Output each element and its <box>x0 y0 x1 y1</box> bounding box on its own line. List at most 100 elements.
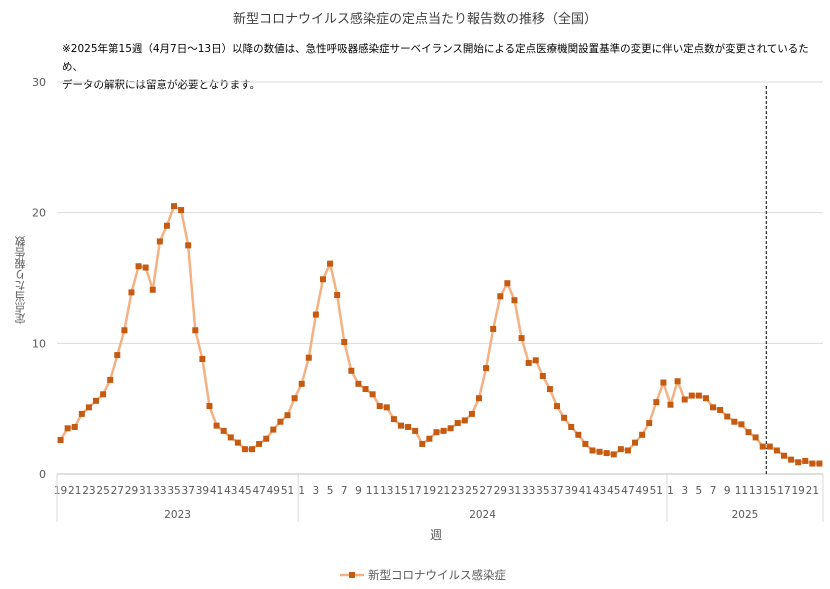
data-point <box>227 434 234 441</box>
chart-note-line-1: ※2025年第15週（4月7日～13日）以降の数値は、急性呼吸器感染症サーベイラ… <box>62 43 809 73</box>
data-point <box>107 376 114 383</box>
x-tick-label: 45 <box>238 485 251 497</box>
data-point <box>249 446 256 453</box>
x-tick-label: 31 <box>139 485 152 497</box>
x-tick-label: 5 <box>327 485 334 497</box>
x-tick-label: 25 <box>96 485 109 497</box>
data-point <box>447 425 454 432</box>
data-point <box>532 357 539 364</box>
data-point <box>319 276 326 283</box>
data-point <box>490 325 497 332</box>
x-tick-label: 23 <box>82 485 95 497</box>
data-point <box>802 457 809 464</box>
data-point <box>795 459 802 466</box>
x-tick-label: 27 <box>479 485 492 497</box>
data-point <box>291 395 298 402</box>
data-point <box>539 373 546 379</box>
x-tick-label: 7 <box>710 485 717 497</box>
x-tick-label: 9 <box>355 485 362 497</box>
x-tick-label: 13 <box>749 485 762 497</box>
data-point <box>348 367 355 374</box>
data-point <box>483 365 490 372</box>
data-point <box>241 446 248 453</box>
x-tick-label: 41 <box>210 485 223 497</box>
x-tick-label: 41 <box>579 485 592 497</box>
x-tick-label: 19 <box>423 485 436 497</box>
data-point <box>461 417 468 424</box>
y-tick-label: 20 <box>32 207 46 220</box>
data-point <box>766 443 773 450</box>
data-point <box>717 406 724 413</box>
y-tick-label: 0 <box>39 468 46 481</box>
y-tick-label: 30 <box>32 76 46 89</box>
data-point <box>178 207 185 214</box>
data-point <box>312 311 319 318</box>
data-point <box>256 440 263 447</box>
x-tick-label: 39 <box>565 485 578 497</box>
data-point <box>362 386 369 393</box>
data-point <box>405 423 412 430</box>
x-tick-label: 27 <box>111 485 124 497</box>
data-point <box>71 423 78 430</box>
data-point <box>369 391 376 398</box>
data-point <box>568 423 575 430</box>
legend-marker <box>349 572 355 578</box>
x-tick-label: 21 <box>68 485 81 497</box>
series-line <box>59 204 820 465</box>
data-point <box>163 222 170 229</box>
year-label: 2023 <box>164 509 191 521</box>
data-point <box>185 242 192 249</box>
data-point <box>759 443 766 450</box>
data-point <box>64 425 71 432</box>
data-point <box>688 392 695 399</box>
data-point <box>440 427 447 434</box>
x-tick-label: 23 <box>451 485 464 497</box>
data-point <box>525 359 532 366</box>
data-point <box>234 439 241 446</box>
x-tick-label: 47 <box>252 485 265 497</box>
x-tick-label: 17 <box>777 485 790 497</box>
data-point <box>511 297 518 304</box>
data-point <box>397 422 404 429</box>
data-point <box>305 354 312 361</box>
data-point <box>695 392 702 399</box>
data-point <box>298 380 305 387</box>
data-point <box>220 427 227 434</box>
x-tick-label: 11 <box>366 485 379 497</box>
x-tick-label: 9 <box>724 485 731 497</box>
x-tick-label: 51 <box>650 485 663 497</box>
data-point <box>738 421 745 428</box>
data-point <box>426 435 433 442</box>
data-point <box>376 403 383 410</box>
x-tick-label: 45 <box>607 485 620 497</box>
data-point <box>433 429 440 436</box>
data-point <box>603 450 610 457</box>
x-tick-label: 35 <box>167 485 180 497</box>
data-point <box>390 416 397 423</box>
x-tick-label: 1 <box>667 485 674 497</box>
data-point <box>653 399 660 406</box>
data-point <box>383 404 390 411</box>
data-point <box>596 448 603 455</box>
data-point <box>334 291 341 298</box>
data-point <box>702 395 709 402</box>
data-point <box>546 386 553 393</box>
data-point <box>639 431 646 438</box>
data-point <box>171 203 178 210</box>
data-point <box>192 327 199 334</box>
data-point <box>57 437 64 444</box>
data-point <box>617 446 624 453</box>
x-tick-label: 19 <box>54 485 67 497</box>
x-axis-label: 週 <box>430 528 442 542</box>
data-point <box>412 427 419 434</box>
data-point <box>156 238 163 245</box>
data-point <box>121 327 128 334</box>
x-tick-label: 13 <box>380 485 393 497</box>
data-point <box>149 286 156 293</box>
data-point <box>199 356 206 363</box>
data-point <box>575 431 582 438</box>
x-tick-label: 49 <box>635 485 648 497</box>
data-point <box>263 435 270 442</box>
data-point <box>355 380 362 387</box>
